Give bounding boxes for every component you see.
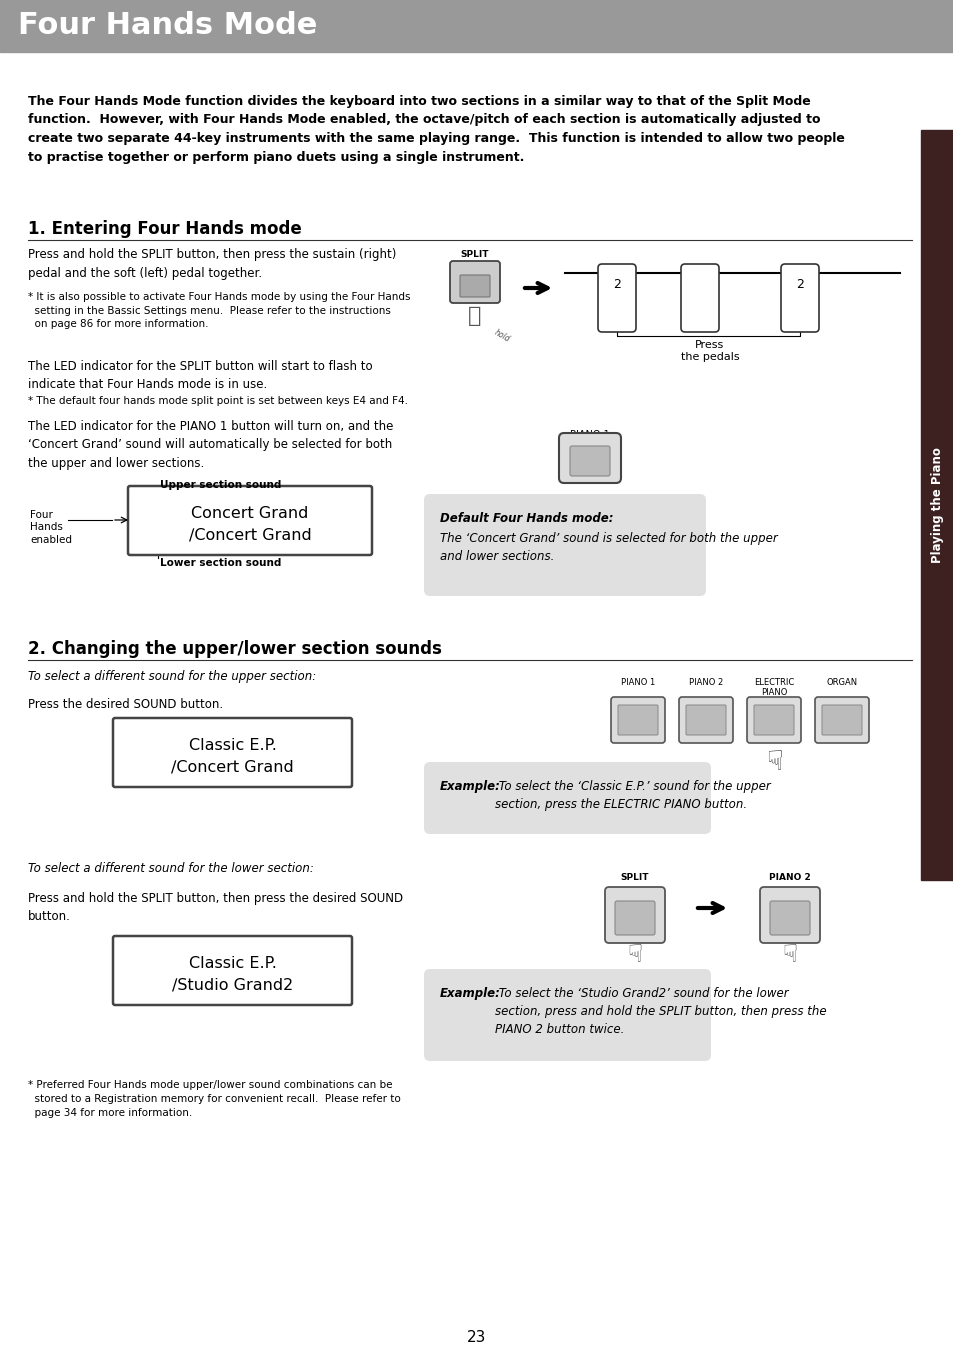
FancyBboxPatch shape [604, 887, 664, 944]
FancyBboxPatch shape [680, 265, 719, 332]
Text: 🖐: 🖐 [468, 306, 481, 325]
FancyBboxPatch shape [618, 705, 658, 734]
Text: Press and hold the SPLIT button, then press the desired SOUND
button.: Press and hold the SPLIT button, then pr… [28, 892, 403, 923]
Text: * The default four hands mode split point is set between keys E4 and F4.: * The default four hands mode split poin… [28, 396, 408, 406]
Text: Classic E.P.: Classic E.P. [189, 956, 276, 971]
FancyBboxPatch shape [423, 761, 710, 834]
Text: The Four Hands Mode function divides the keyboard into two sections in a similar: The Four Hands Mode function divides the… [28, 95, 844, 163]
FancyBboxPatch shape [112, 936, 352, 1004]
FancyBboxPatch shape [814, 697, 868, 743]
Text: Concert Grand: Concert Grand [192, 506, 309, 521]
Text: Example:: Example: [439, 780, 500, 792]
FancyBboxPatch shape [615, 900, 655, 936]
Bar [0, 0, 953, 53]
Text: ELECTRIC
PIANO: ELECTRIC PIANO [753, 678, 793, 697]
FancyBboxPatch shape [781, 265, 818, 332]
FancyBboxPatch shape [685, 705, 725, 734]
Text: To select a different sound for the upper section:: To select a different sound for the uppe… [28, 670, 315, 683]
Text: ∕Concert Grand: ∕Concert Grand [171, 760, 294, 775]
Text: PIANO 1: PIANO 1 [620, 678, 655, 687]
Text: Playing the Piano: Playing the Piano [930, 447, 943, 563]
Text: The LED indicator for the SPLIT button will start to flash to
indicate that Four: The LED indicator for the SPLIT button w… [28, 360, 373, 392]
FancyBboxPatch shape [821, 705, 862, 734]
Text: To select the ‘Studio Grand2’ sound for the lower
section, press and hold the SP: To select the ‘Studio Grand2’ sound for … [495, 987, 825, 1035]
Text: hold: hold [493, 328, 511, 344]
Text: 2: 2 [613, 278, 620, 292]
Text: The LED indicator for the PIANO 1 button will turn on, and the
‘Concert Grand’ s: The LED indicator for the PIANO 1 button… [28, 420, 393, 470]
FancyBboxPatch shape [450, 261, 499, 302]
Text: Default Four Hands mode:: Default Four Hands mode: [439, 512, 613, 525]
Text: Press and hold the SPLIT button, then press the sustain (right)
pedal and the so: Press and hold the SPLIT button, then pr… [28, 248, 395, 279]
FancyBboxPatch shape [128, 486, 372, 555]
Text: ∕Concert Grand: ∕Concert Grand [189, 528, 311, 543]
Text: The ‘Concert Grand’ sound is selected for both the upper
and lower sections.: The ‘Concert Grand’ sound is selected fo… [439, 532, 777, 563]
Text: ∕Studio Grand2: ∕Studio Grand2 [172, 977, 293, 994]
Text: ORGAN: ORGAN [825, 678, 857, 687]
Text: PIANO 1: PIANO 1 [570, 431, 609, 440]
Text: Example:: Example: [439, 987, 500, 1000]
Text: SPLIT: SPLIT [460, 250, 489, 259]
Text: To select a different sound for the lower section:: To select a different sound for the lowe… [28, 863, 314, 875]
FancyBboxPatch shape [598, 265, 636, 332]
FancyBboxPatch shape [746, 697, 801, 743]
Text: ☟: ☟ [764, 748, 781, 776]
FancyBboxPatch shape [459, 275, 490, 297]
Text: PIANO 2: PIANO 2 [768, 873, 810, 882]
Text: ☟: ☟ [781, 944, 797, 967]
FancyBboxPatch shape [423, 494, 705, 595]
Text: PIANO 2: PIANO 2 [688, 678, 722, 687]
Bar [920, 130, 953, 880]
Text: 2. Changing the upper/lower section sounds: 2. Changing the upper/lower section soun… [28, 640, 441, 657]
Text: Four
Hands
enabled: Four Hands enabled [30, 510, 71, 545]
FancyBboxPatch shape [679, 697, 732, 743]
Text: Lower section sound: Lower section sound [160, 558, 281, 568]
Text: ☟: ☟ [627, 944, 642, 967]
Text: 1. Entering Four Hands mode: 1. Entering Four Hands mode [28, 220, 301, 238]
Text: 23: 23 [467, 1330, 486, 1345]
FancyBboxPatch shape [610, 697, 664, 743]
FancyBboxPatch shape [753, 705, 793, 734]
FancyBboxPatch shape [760, 887, 820, 944]
Text: Press
the pedals: Press the pedals [680, 340, 739, 362]
FancyBboxPatch shape [569, 446, 609, 477]
Text: SPLIT: SPLIT [620, 873, 649, 882]
Text: Four Hands Mode: Four Hands Mode [18, 12, 317, 40]
Text: To select the ‘Classic E.P.’ sound for the upper
section, press the ELECTRIC PIA: To select the ‘Classic E.P.’ sound for t… [495, 780, 770, 811]
FancyBboxPatch shape [112, 718, 352, 787]
Text: 2: 2 [795, 278, 803, 292]
FancyBboxPatch shape [769, 900, 809, 936]
Text: Press the desired SOUND button.: Press the desired SOUND button. [28, 698, 223, 711]
Text: Upper section sound: Upper section sound [160, 481, 281, 490]
Text: * Preferred Four Hands mode upper/lower sound combinations can be
  stored to a : * Preferred Four Hands mode upper/lower … [28, 1080, 400, 1118]
Text: * It is also possible to activate Four Hands mode by using the Four Hands
  sett: * It is also possible to activate Four H… [28, 292, 410, 329]
Text: Classic E.P.: Classic E.P. [189, 738, 276, 753]
FancyBboxPatch shape [423, 969, 710, 1061]
FancyBboxPatch shape [558, 433, 620, 483]
